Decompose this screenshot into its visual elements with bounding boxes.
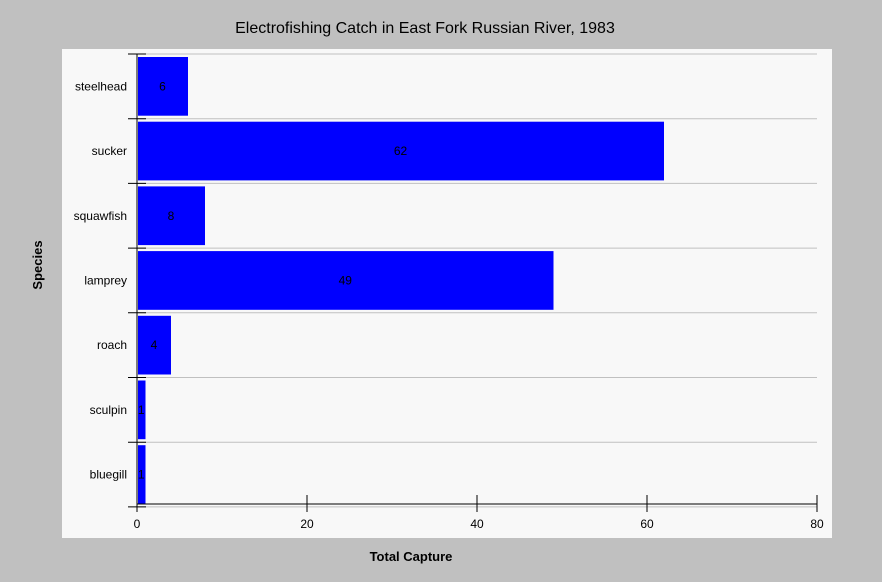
- bars: 6 62 8 49 4 1 1: [138, 57, 664, 504]
- data-label: 62: [394, 144, 408, 158]
- bar-sucker: [138, 121, 664, 181]
- data-label: 4: [151, 338, 158, 352]
- bar-sculpin: [138, 380, 146, 440]
- x-tick-label: 60: [640, 517, 654, 531]
- chart-title: Electrofishing Catch in East Fork Russia…: [235, 20, 615, 37]
- y-tick-label: sculpin: [90, 403, 127, 417]
- x-tick-label: 20: [300, 517, 314, 531]
- bar-roach: [138, 315, 171, 375]
- x-tick-label: 40: [470, 517, 484, 531]
- y-tick-label: bluegill: [90, 468, 127, 482]
- data-label: 1: [138, 468, 145, 482]
- bar-bluegill: [138, 445, 146, 504]
- y-tick-label: steelhead: [75, 79, 127, 93]
- x-tick-label: 80: [810, 517, 824, 531]
- y-tick-label: roach: [97, 338, 127, 352]
- bar-lamprey: [138, 251, 554, 310]
- bar-squawfish: [138, 186, 205, 246]
- y-tick-label: sucker: [92, 144, 127, 158]
- y-axis-label: Species: [30, 240, 45, 289]
- data-label: 49: [339, 273, 353, 287]
- grid-lines: [137, 53, 817, 508]
- data-label: 6: [159, 79, 166, 93]
- y-tick-label: squawfish: [74, 209, 127, 223]
- x-tick-label: 0: [134, 517, 141, 531]
- bar-steelhead: [138, 57, 188, 116]
- data-label: 1: [138, 403, 145, 417]
- x-axis-label: Total Capture: [370, 549, 453, 564]
- y-tick-label: lamprey: [84, 273, 127, 287]
- data-label: 8: [168, 209, 175, 223]
- axes: steelhead sucker squawfish lamprey roach scul…: [74, 53, 824, 531]
